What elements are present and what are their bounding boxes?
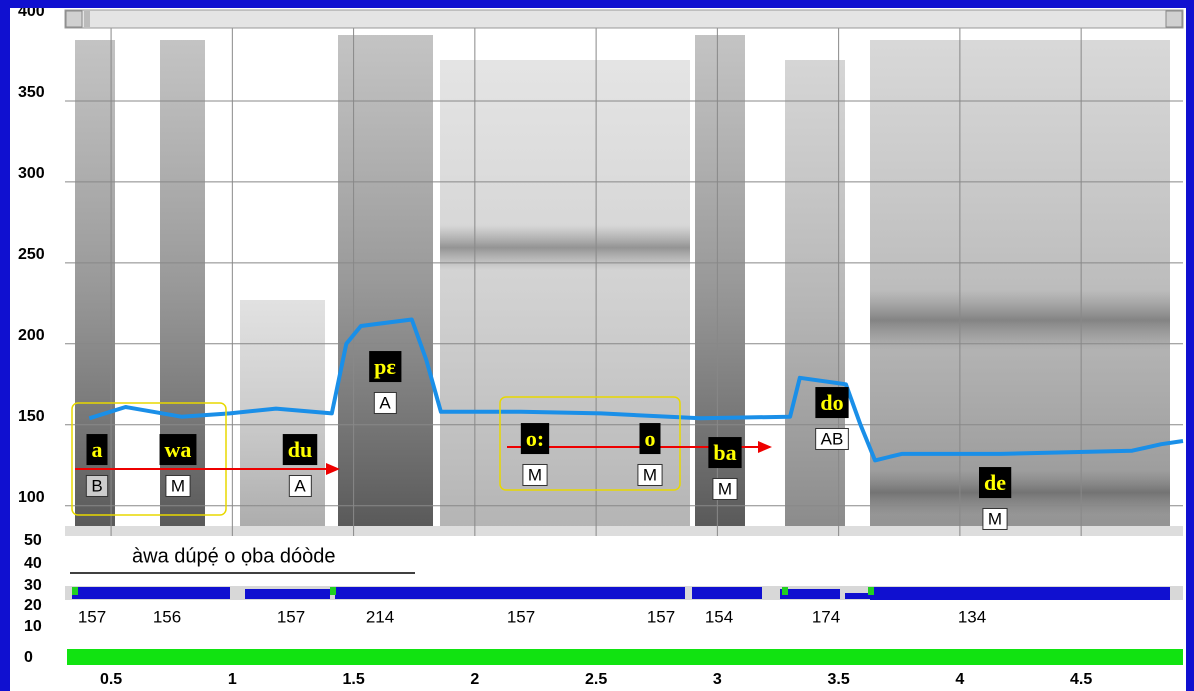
tone-box [815, 427, 849, 450]
x-tick-label: 2.5 [585, 671, 607, 688]
pitch-label: 174 [812, 607, 840, 626]
x-tick-label: 3.5 [828, 671, 850, 688]
pitch-label: 134 [958, 607, 986, 626]
panel-tick-label: 50 [24, 532, 42, 549]
x-tick-label: 1 [228, 671, 237, 688]
pitch-label: 157 [507, 607, 535, 626]
x-tick-label: 2 [470, 671, 479, 688]
pitch-label: 157 [78, 607, 106, 626]
panel-tick-label: 30 [24, 577, 42, 594]
x-tick-label: 1.5 [342, 671, 364, 688]
pitch-line [88, 317, 1184, 463]
pitch-label: 157 [647, 607, 675, 626]
tone-box [637, 463, 663, 486]
syllable-box [282, 434, 318, 466]
tone-box [288, 474, 312, 497]
y-tick-label: 150 [18, 408, 45, 425]
syllable: a [92, 437, 103, 462]
transcription: àwa dúpẹ́ o ọba dóòde [132, 545, 336, 567]
x-tick-label: 4 [955, 671, 964, 688]
syllable: ba [713, 440, 736, 465]
tone: M [528, 465, 542, 484]
y-tick-label: 100 [18, 489, 45, 506]
highlight-box [71, 402, 227, 516]
pitch-label: 214 [366, 607, 394, 626]
syllable: o: [526, 426, 544, 451]
pitch-label: 156 [153, 607, 181, 626]
syllable-box [159, 434, 197, 466]
bottom-panel [65, 536, 1183, 691]
syllable-box [86, 434, 108, 466]
y-tick-label: 300 [18, 165, 45, 182]
tone-box [373, 391, 397, 414]
tone: M [988, 509, 1002, 528]
tone: M [171, 476, 185, 495]
arrow-head [758, 441, 772, 453]
syllable: de [984, 470, 1006, 495]
tone: M [718, 479, 732, 498]
scroll-right[interactable] [1165, 10, 1183, 28]
highlight-box [499, 396, 681, 491]
panel-tick-label: 10 [24, 618, 42, 635]
y-tick-label: 250 [18, 246, 45, 263]
tone-box [85, 474, 109, 497]
x-tick-label: 4.5 [1070, 671, 1092, 688]
syllable-box [708, 437, 742, 469]
syllable-box [369, 351, 402, 383]
tone-box [712, 477, 738, 500]
y-tick-label: 350 [18, 84, 45, 101]
syllable: o [645, 426, 656, 451]
syllable-box [979, 467, 1012, 499]
syllable: du [288, 437, 312, 462]
scrollbar[interactable] [64, 9, 1184, 29]
tone: A [294, 476, 306, 495]
tone-box [522, 463, 548, 486]
tone-box [982, 507, 1008, 530]
tone-box [165, 474, 191, 497]
scroll-left[interactable] [65, 10, 83, 28]
tone: AB [821, 429, 844, 448]
syllable: pɛ [374, 354, 396, 379]
syllable-box [639, 423, 661, 455]
panel-tick-label: 40 [24, 555, 42, 572]
arrow-head [326, 463, 340, 475]
tone: M [643, 465, 657, 484]
syllable-box [815, 387, 849, 419]
y-tick-label: 200 [18, 327, 45, 344]
pitch-label: 154 [705, 607, 733, 626]
pitch-label: 157 [277, 607, 305, 626]
x-tick-label: 3 [713, 671, 722, 688]
x-tick-label: 0.5 [100, 671, 122, 688]
scroll-thumb[interactable] [84, 11, 90, 27]
panel-tick-label: 20 [24, 597, 42, 614]
tone: A [379, 393, 391, 412]
syllable: wa [165, 437, 192, 462]
tone: B [91, 476, 102, 495]
panel-tick-label: 0 [24, 649, 33, 666]
syllable: do [820, 390, 843, 415]
syllable-box [520, 423, 550, 455]
